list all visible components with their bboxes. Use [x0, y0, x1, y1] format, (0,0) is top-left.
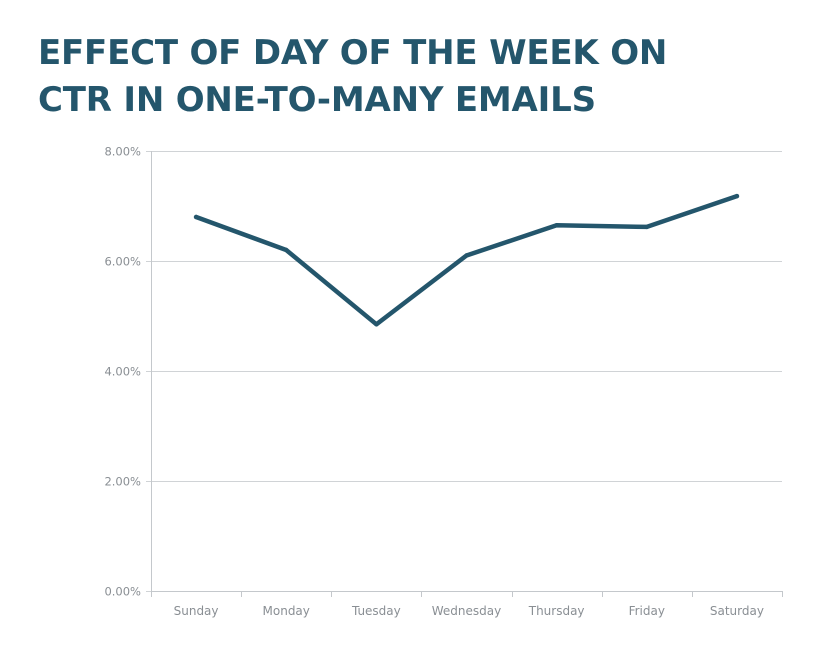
data-point — [374, 322, 379, 327]
y-tick-label: 4.00% — [104, 365, 141, 379]
x-tick-label: Saturday — [710, 604, 764, 618]
data-point — [193, 214, 199, 220]
x-tick-label: Monday — [263, 604, 310, 618]
data-point — [284, 247, 289, 253]
y-tick-label: 2.00% — [104, 475, 141, 489]
series-line — [193, 193, 740, 327]
y-tick-label: 6.00% — [104, 255, 141, 269]
data-point — [464, 253, 469, 258]
x-tick-label: Thursday — [528, 604, 585, 618]
data-point — [644, 224, 649, 230]
chart-title-line-1: EFFECT OF DAY OF THE WEEK ON — [38, 33, 668, 73]
y-tick-label: 8.00% — [104, 145, 141, 159]
axes — [151, 151, 783, 597]
y-axis-tick-labels: 0.00% 2.00% 4.00% 6.00% 8.00% — [104, 145, 141, 599]
x-axis-tick-labels: Sunday Monday Tuesday Wednesday Thursday Frid… — [174, 604, 764, 618]
y-tick-label: 0.00% — [104, 585, 141, 599]
x-tick-label: Friday — [629, 604, 665, 618]
data-point — [554, 223, 559, 228]
data-point — [734, 193, 740, 199]
chart-title-line-2: CTR IN ONE-TO-MANY EMAILS — [38, 80, 596, 120]
x-tick-label: Tuesday — [351, 604, 401, 618]
gridlines — [146, 151, 782, 592]
chart-title: EFFECT OF DAY OF THE WEEK ON CTR IN ONE-… — [38, 30, 667, 124]
x-tick-label: Wednesday — [432, 604, 501, 618]
series-layer — [193, 193, 740, 327]
x-tick-label: Sunday — [174, 604, 219, 618]
